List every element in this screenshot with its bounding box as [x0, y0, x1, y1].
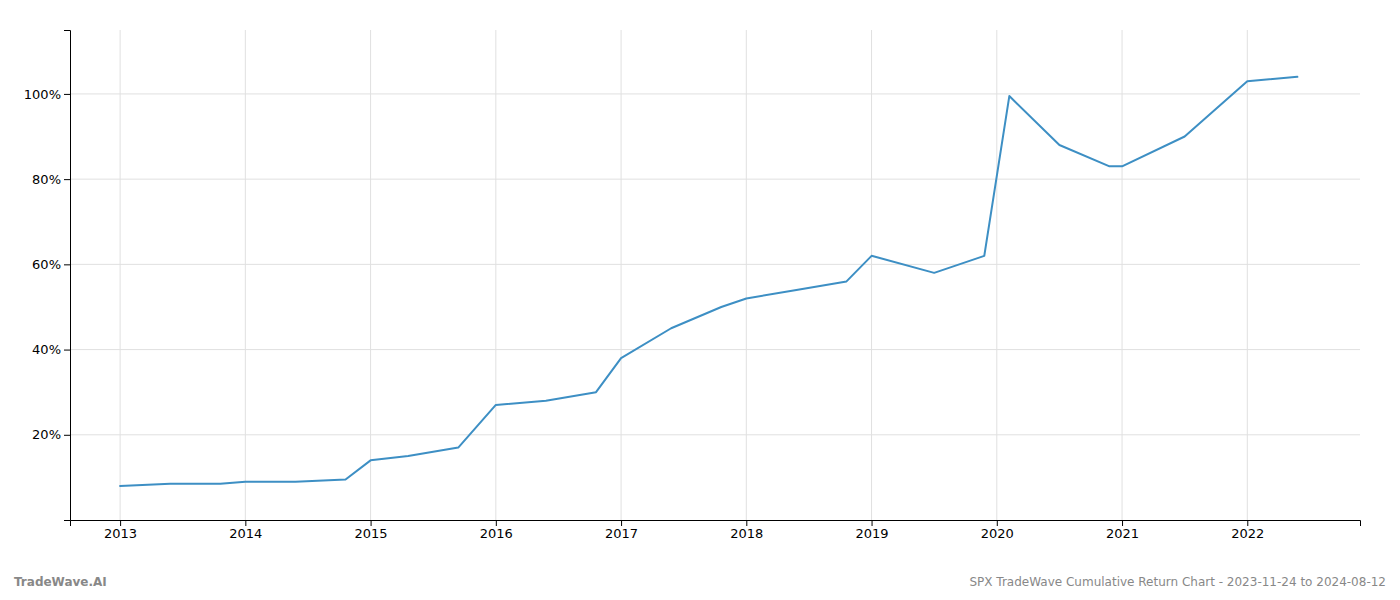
- grid-line: [70, 434, 1360, 435]
- tick: 20%: [32, 427, 70, 442]
- tick-label: 60%: [32, 257, 61, 272]
- chart: 2013 2014 2015 2016 2017 2018 2019 2020 2021 2022…: [0, 0, 1400, 600]
- grid-line: [621, 30, 622, 520]
- marks: [120, 77, 1297, 486]
- tick-mark: [1122, 520, 1123, 526]
- tick-label: 40%: [32, 342, 61, 357]
- tick-mark: [120, 520, 121, 526]
- grid-line: [1247, 30, 1248, 520]
- tick-mark: [746, 520, 747, 526]
- tick-mark: [1247, 520, 1248, 526]
- tick-mark: [64, 94, 70, 95]
- grid: [70, 30, 1360, 520]
- tick-mark: [997, 520, 998, 526]
- tick-label: 2022: [1231, 526, 1264, 541]
- tick-label: 2015: [355, 526, 388, 541]
- x-axis: 2013 2014 2015 2016 2017 2018 2019 2020 2021 2022: [71, 520, 1361, 541]
- tick: 2017: [605, 520, 638, 541]
- grid-line: [70, 93, 1360, 94]
- tick: 60%: [32, 257, 70, 272]
- tick-mark: [496, 520, 497, 526]
- grid-line: [70, 349, 1360, 350]
- tick-label: 80%: [32, 172, 61, 187]
- tick-label: 2020: [981, 526, 1014, 541]
- axis-line: [64, 31, 71, 521]
- tick-mark: [872, 520, 873, 526]
- tick-label: 2017: [605, 526, 638, 541]
- annotation: TradeWave.AI: [14, 575, 107, 589]
- tick: 2015: [355, 520, 388, 541]
- tick: 2016: [480, 520, 513, 541]
- tick-label: 2021: [1106, 526, 1139, 541]
- grid-line: [370, 30, 371, 520]
- grid-line: [746, 30, 747, 520]
- tick: 100%: [24, 87, 70, 102]
- tick-mark: [64, 435, 70, 436]
- y-axis: 20% 40% 60% 80% 100%: [24, 31, 71, 521]
- tick: 2020: [981, 520, 1014, 541]
- tick-label: 2018: [730, 526, 763, 541]
- tick-mark: [64, 350, 70, 351]
- tick-label: 2013: [104, 526, 137, 541]
- tick-mark: [621, 520, 622, 526]
- tick-label: 2014: [229, 526, 262, 541]
- grid-line: [1122, 30, 1123, 520]
- tick-label: 2016: [480, 526, 513, 541]
- tick: 2022: [1231, 520, 1264, 541]
- tick-label: 100%: [24, 87, 61, 102]
- grid-line: [70, 179, 1360, 180]
- tick: 2021: [1106, 520, 1139, 541]
- annotation: SPX TradeWave Cumulative Return Chart - …: [969, 575, 1386, 589]
- data-line: [120, 77, 1297, 486]
- tick: 2013: [104, 520, 137, 541]
- grid-line: [120, 30, 121, 520]
- grid-line: [871, 30, 872, 520]
- tick-mark: [64, 179, 70, 180]
- tick: 2019: [856, 520, 889, 541]
- grid-line: [495, 30, 496, 520]
- tick: 80%: [32, 172, 70, 187]
- tick: 40%: [32, 342, 70, 357]
- grid-line: [245, 30, 246, 520]
- tick: 2018: [730, 520, 763, 541]
- tick-label: 2019: [856, 526, 889, 541]
- plot: 2013 2014 2015 2016 2017 2018 2019 2020 2021 2022…: [24, 30, 1361, 541]
- tick-mark: [64, 264, 70, 265]
- tick: 2014: [229, 520, 262, 541]
- grid-line: [996, 30, 997, 520]
- axis-line: [71, 521, 1361, 527]
- grid-line: [70, 264, 1360, 265]
- tick-mark: [371, 520, 372, 526]
- tick-mark: [245, 520, 246, 526]
- tick-label: 20%: [32, 427, 61, 442]
